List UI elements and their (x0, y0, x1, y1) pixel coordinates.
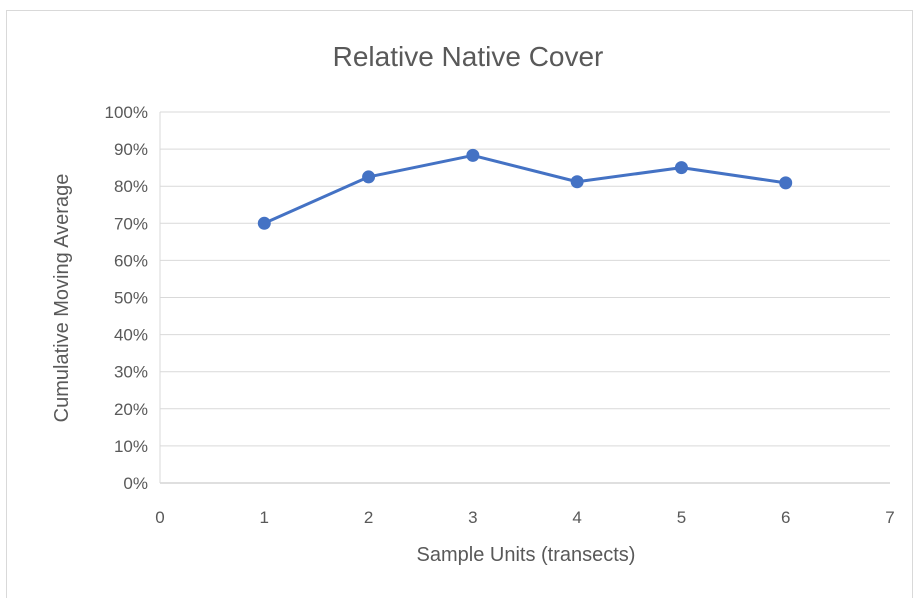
y-tick-label: 80% (114, 177, 148, 196)
y-tick-label: 70% (114, 214, 148, 233)
x-tick-label: 5 (677, 508, 686, 527)
y-axis-tick-labels: 0% 10% 20% 30% 40% 50% 60% 70% 80% 90% 100% (105, 103, 148, 493)
data-point (362, 170, 376, 184)
y-tick-label: 20% (114, 400, 148, 419)
x-tick-label: 4 (572, 508, 581, 527)
y-tick-label: 30% (114, 363, 148, 382)
x-axis-title: Sample Units (transects) (417, 544, 636, 566)
y-tick-label: 100% (105, 103, 148, 122)
series-line (262, 153, 788, 225)
data-point (257, 216, 271, 230)
x-tick-label: 3 (468, 508, 477, 527)
x-axis-tick-labels: 0 1 2 3 4 5 6 7 (155, 508, 894, 527)
y-tick-label: 60% (114, 251, 148, 270)
data-point (779, 176, 793, 190)
x-tick-label: 7 (885, 508, 894, 527)
y-tick-label: 90% (114, 140, 148, 159)
gridlines (159, 111, 890, 484)
x-tick-label: 2 (364, 508, 373, 527)
data-point (674, 161, 688, 175)
chart-border (6, 10, 913, 601)
y-tick-label: 50% (114, 289, 148, 308)
data-point (466, 148, 480, 162)
y-tick-label: 0% (123, 474, 148, 493)
x-tick-label: 6 (781, 508, 790, 527)
y-axis-title: Cumulative Moving Average (51, 174, 73, 423)
data-series (257, 148, 793, 230)
y-tick-label: 10% (114, 437, 148, 456)
y-tick-label: 40% (114, 326, 148, 345)
data-point (570, 175, 584, 189)
x-tick-label: 1 (260, 508, 269, 527)
chart-title: Relative Native Cover (333, 41, 604, 72)
x-tick-label: 0 (155, 508, 164, 527)
